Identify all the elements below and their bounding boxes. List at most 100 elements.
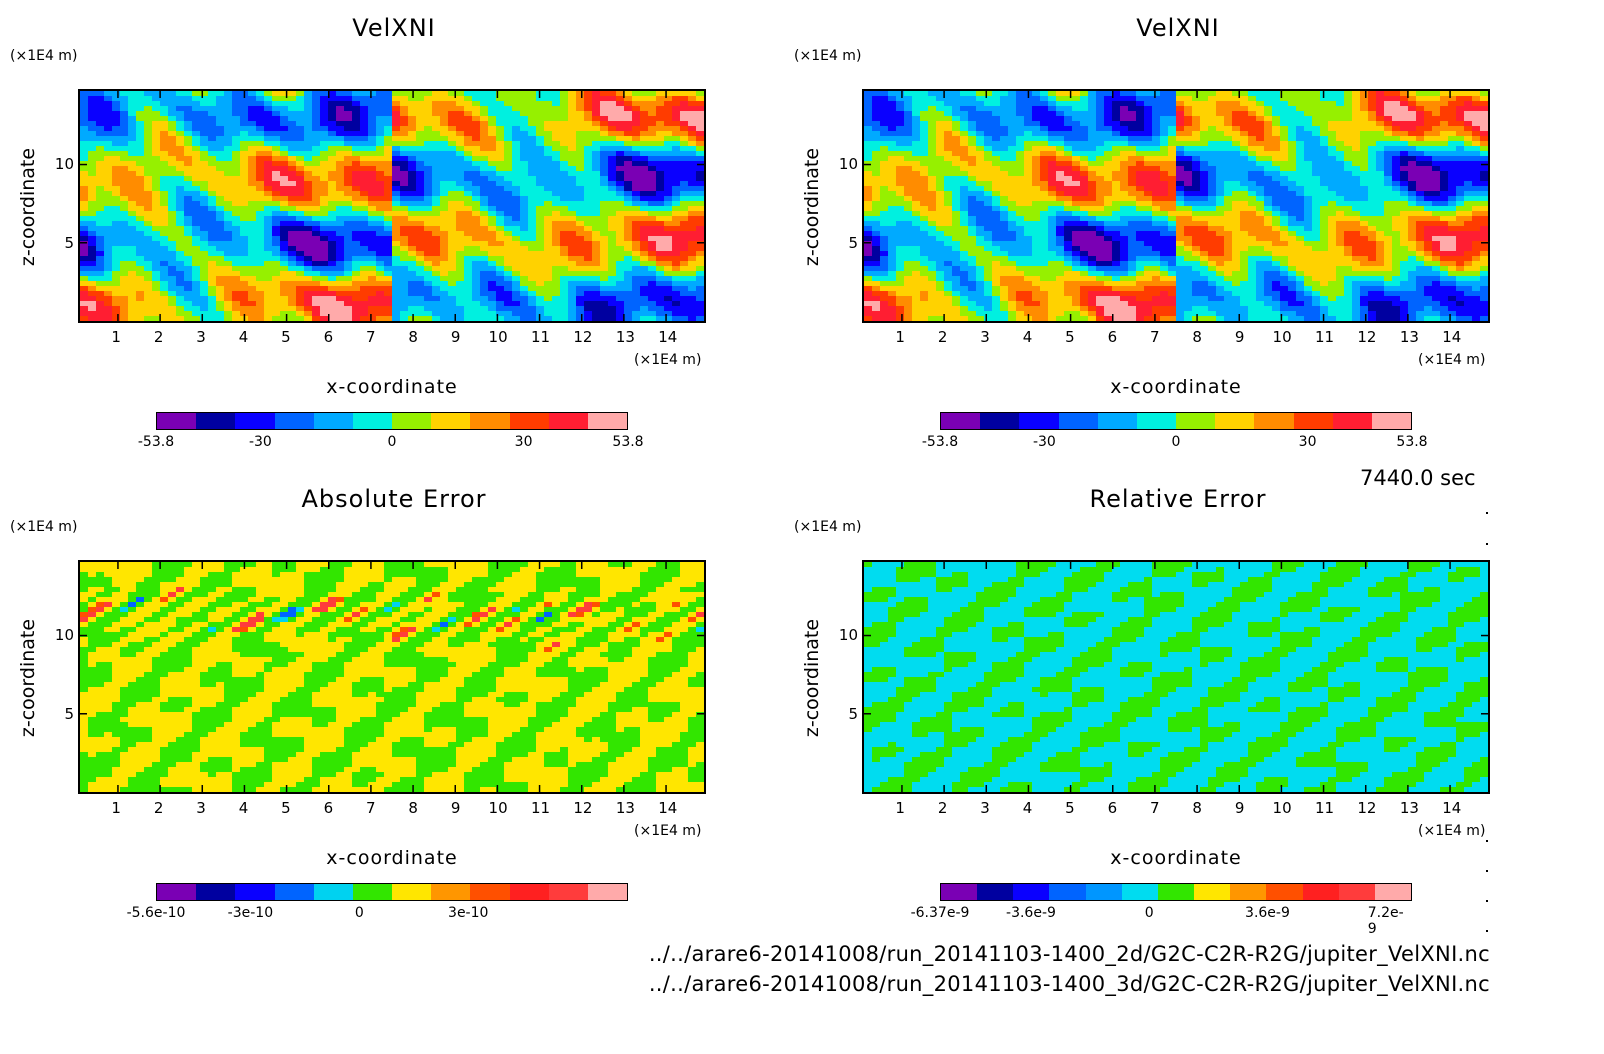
heatmap-cell [88, 96, 97, 102]
heatmap-cell [616, 246, 625, 252]
heatmap-cell [184, 191, 193, 197]
heatmap-cell [696, 146, 704, 152]
heatmap-cell [672, 281, 681, 287]
heatmap-cell [616, 251, 625, 257]
heatmap-cell [1304, 146, 1313, 152]
heatmap-cell [920, 166, 929, 172]
heatmap-cell [304, 176, 313, 182]
heatmap-cell [416, 221, 425, 227]
heatmap-cell [520, 141, 529, 147]
heatmap-cell [568, 176, 577, 182]
heatmap-cell [432, 271, 441, 277]
heatmap-cell [528, 306, 537, 312]
heatmap-cell [520, 291, 529, 297]
heatmap-cell [328, 191, 337, 197]
heatmap-cell [160, 271, 169, 277]
heatmap-cell [1352, 156, 1361, 162]
heatmap-cell [1096, 161, 1105, 167]
heatmap-cell [88, 121, 97, 127]
heatmap-cell [352, 146, 361, 152]
heatmap-cell [240, 226, 249, 232]
heatmap-cell [1008, 111, 1017, 117]
heatmap-cell [368, 136, 377, 142]
heatmap-cell [320, 266, 329, 272]
heatmap-cell [616, 281, 625, 287]
heatmap-cell [368, 276, 377, 282]
heatmap-cell [520, 111, 529, 117]
heatmap-cell [688, 296, 697, 302]
heatmap-cell [136, 166, 145, 172]
heatmap-cell [456, 206, 465, 212]
heatmap-cell [1368, 111, 1377, 117]
heatmap-cell [320, 151, 329, 157]
heatmap-cell [1096, 126, 1105, 132]
heatmap-cell [1264, 106, 1273, 112]
heatmap-cell [224, 241, 233, 247]
heatmap-cell [696, 316, 704, 321]
heatmap-cell [456, 166, 465, 172]
heatmap-cell [992, 166, 1001, 172]
heatmap-cell [1168, 166, 1177, 172]
heatmap-cell [1200, 131, 1209, 137]
heatmap-cell [192, 106, 201, 112]
heatmap-cell [1216, 136, 1225, 142]
heatmap-cell [584, 316, 593, 321]
heatmap-cell [560, 196, 569, 202]
heatmap-cell [376, 151, 385, 157]
heatmap-cell [264, 286, 273, 292]
heatmap-cell [144, 311, 153, 317]
heatmap-cell [568, 106, 577, 112]
heatmap-cell [528, 176, 537, 182]
heatmap-cell [168, 201, 177, 207]
heatmap-cell [120, 126, 129, 132]
heatmap-cell [392, 101, 401, 107]
heatmap-cell [1104, 116, 1113, 122]
heatmap-cell [1320, 166, 1329, 172]
heatmap-cell [504, 211, 513, 217]
heatmap-cell [272, 131, 281, 137]
heatmap-cell [1456, 106, 1465, 112]
heatmap-cell [1056, 96, 1065, 102]
heatmap-cell [896, 171, 905, 177]
heatmap-cell [1040, 141, 1049, 147]
heatmap-cell [448, 136, 457, 142]
heatmap-cell [296, 231, 305, 237]
heatmap-cell [336, 271, 345, 277]
heatmap-cell [320, 191, 329, 197]
heatmap-cell [496, 301, 505, 307]
heatmap-cell [632, 311, 641, 317]
heatmap-cell [1256, 96, 1265, 102]
heatmap-cell [1472, 106, 1481, 112]
heatmap-cell [80, 251, 89, 257]
heatmap-cell [152, 181, 161, 187]
heatmap-cell [232, 251, 241, 257]
heatmap-cell [336, 246, 345, 252]
heatmap-cell [168, 281, 177, 287]
heatmap-cell [392, 136, 401, 142]
heatmap-cell [936, 91, 945, 97]
heatmap-cell [400, 141, 409, 147]
heatmap-cell [576, 261, 585, 267]
heatmap-cell [80, 236, 89, 242]
heatmap-cell [520, 296, 529, 302]
heatmap-cell [880, 126, 889, 132]
heatmap-cell [1024, 171, 1033, 177]
heatmap-cell [296, 176, 305, 182]
heatmap-cell [1400, 116, 1409, 122]
heatmap-cell [272, 226, 281, 232]
heatmap-cell [448, 181, 457, 187]
heatmap-cell [592, 141, 601, 147]
heatmap-cell [1248, 116, 1257, 122]
heatmap-cell [216, 221, 225, 227]
heatmap-cell [1256, 156, 1265, 162]
heatmap-cell [520, 181, 529, 187]
heatmap-cell [520, 301, 529, 307]
heatmap-cell [224, 166, 233, 172]
heatmap-cell [112, 276, 121, 282]
heatmap-cell [232, 241, 241, 247]
heatmap-cell [1064, 136, 1073, 142]
heatmap-cell [1104, 121, 1113, 127]
heatmap-cell [416, 241, 425, 247]
heatmap-cell [656, 126, 665, 132]
heatmap-cell [328, 181, 337, 187]
